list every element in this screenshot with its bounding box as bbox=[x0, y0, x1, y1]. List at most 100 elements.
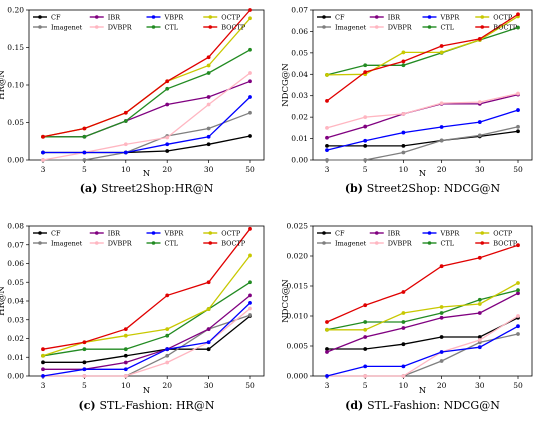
legend-label-octp: OCTP bbox=[493, 14, 513, 22]
data-point-vbpr bbox=[477, 120, 482, 124]
x-tick-label: 5 bbox=[82, 165, 87, 174]
legend-label-octp: OCTP bbox=[221, 230, 241, 238]
data-point-ctl bbox=[248, 280, 252, 285]
data-point-imagenet bbox=[439, 138, 444, 143]
y-tick-label: 0.005 bbox=[287, 342, 309, 351]
legend-marker-vbpr bbox=[151, 231, 156, 235]
legend-label-cf: CF bbox=[51, 14, 61, 22]
legend-label-boctp: BOCTP bbox=[493, 24, 518, 32]
data-point-cf bbox=[401, 143, 406, 148]
x-tick-label: 10 bbox=[399, 381, 409, 390]
legend-marker-cf bbox=[322, 15, 326, 19]
y-tick-label: 0.00 bbox=[7, 372, 24, 381]
data-point-boctp bbox=[439, 264, 444, 269]
data-point-cf bbox=[363, 347, 368, 351]
x-axis-label: N bbox=[143, 169, 151, 179]
data-point-ibr bbox=[248, 293, 252, 298]
data-point-vbpr bbox=[401, 130, 406, 135]
x-axis-label: N bbox=[419, 386, 427, 396]
data-point-dvbpr bbox=[123, 374, 128, 378]
legend-marker-ibr bbox=[94, 231, 99, 235]
data-point-vbpr bbox=[41, 150, 45, 155]
data-point-boctp bbox=[363, 70, 368, 75]
data-point-vbpr bbox=[248, 300, 252, 305]
legend-marker-imagenet bbox=[322, 25, 326, 29]
legend-marker-octp bbox=[208, 231, 213, 235]
data-point-vbpr bbox=[439, 350, 444, 354]
data-point-ibr bbox=[123, 360, 128, 365]
legend-marker-dvbpr bbox=[94, 25, 99, 29]
series-line-cf bbox=[327, 317, 519, 350]
legend-label-dvbpr: DVBPR bbox=[388, 24, 413, 32]
data-point-vbpr bbox=[325, 374, 329, 378]
data-point-ctl bbox=[401, 63, 406, 68]
series-line-ibr bbox=[326, 292, 519, 353]
data-point-cf bbox=[516, 129, 520, 134]
data-point-dvbpr bbox=[477, 338, 482, 342]
data-point-vbpr bbox=[477, 345, 482, 350]
legend-label-ctl: CTL bbox=[441, 24, 455, 32]
data-point-ctl bbox=[206, 71, 211, 75]
data-point-octp bbox=[165, 327, 170, 332]
data-point-boctp bbox=[401, 290, 406, 294]
legend-marker-ctl bbox=[427, 25, 432, 29]
data-point-vbpr bbox=[439, 125, 444, 129]
legend-marker-imagenet bbox=[38, 241, 42, 245]
y-tick-label: 0.03 bbox=[7, 315, 24, 324]
data-point-boctp bbox=[477, 255, 482, 260]
data-point-vbpr bbox=[363, 138, 368, 143]
caption-text: STL-Fashion: NDCG@N bbox=[367, 399, 500, 412]
y-tick-label: 0.01 bbox=[291, 134, 308, 143]
series-line-boctp bbox=[42, 228, 251, 350]
data-point-ibr bbox=[41, 367, 45, 372]
x-tick-label: 50 bbox=[513, 381, 523, 390]
legend-marker-cf bbox=[322, 231, 326, 235]
data-point-ctl bbox=[165, 333, 170, 338]
data-point-boctp bbox=[41, 134, 45, 139]
legend-label-ibr: IBR bbox=[388, 14, 401, 22]
legend-marker-boctp bbox=[208, 25, 213, 29]
legend-label-vbpr: VBPR bbox=[440, 230, 461, 238]
data-point-boctp bbox=[401, 59, 406, 64]
legend-marker-vbpr bbox=[427, 231, 432, 235]
legend-marker-ctl bbox=[427, 241, 432, 245]
panel-caption: (c) STL-Fashion: HR@N bbox=[79, 399, 215, 412]
x-tick-label: 10 bbox=[121, 165, 131, 174]
series-line-vbpr bbox=[43, 96, 251, 154]
data-point-cf bbox=[439, 335, 444, 339]
data-point-cf bbox=[477, 335, 482, 339]
data-point-cf bbox=[248, 134, 252, 138]
data-point-ibr bbox=[363, 335, 368, 339]
data-point-vbpr bbox=[325, 148, 329, 153]
data-point-cf bbox=[325, 143, 329, 148]
series-line-octp bbox=[42, 17, 251, 138]
legend-marker-cf bbox=[38, 231, 42, 235]
data-point-dvbpr bbox=[516, 314, 520, 318]
series-line-imagenet bbox=[327, 126, 519, 161]
data-point-dvbpr bbox=[248, 306, 252, 311]
series-line-ibr bbox=[43, 80, 251, 138]
data-point-boctp bbox=[325, 98, 329, 103]
plot-frame bbox=[28, 9, 265, 161]
x-tick-label: 20 bbox=[437, 165, 447, 174]
legend-marker-ctl bbox=[151, 25, 156, 29]
data-point-dvbpr bbox=[325, 125, 329, 130]
y-tick-label: 0.06 bbox=[291, 27, 308, 36]
data-point-imagenet bbox=[325, 158, 329, 162]
legend-marker-octp bbox=[480, 231, 485, 235]
series-line-ctl bbox=[43, 49, 251, 138]
y-axis-label: NDCG@N bbox=[281, 279, 291, 323]
legend-marker-octp bbox=[208, 15, 213, 19]
data-point-ctl bbox=[363, 63, 368, 68]
caption-letter: (b) bbox=[345, 182, 367, 195]
data-point-ibr bbox=[401, 326, 406, 330]
data-point-dvbpr bbox=[401, 112, 406, 116]
data-point-octp bbox=[206, 307, 211, 311]
panel-caption: (b) Street2Shop: NDCG@N bbox=[345, 182, 501, 195]
data-point-boctp bbox=[248, 8, 252, 12]
legend-label-dvbpr: DVBPR bbox=[108, 240, 133, 248]
legend-label-cf: CF bbox=[51, 230, 61, 238]
data-point-boctp bbox=[516, 243, 520, 248]
data-point-cf bbox=[82, 360, 87, 365]
x-tick-label: 10 bbox=[399, 165, 409, 174]
